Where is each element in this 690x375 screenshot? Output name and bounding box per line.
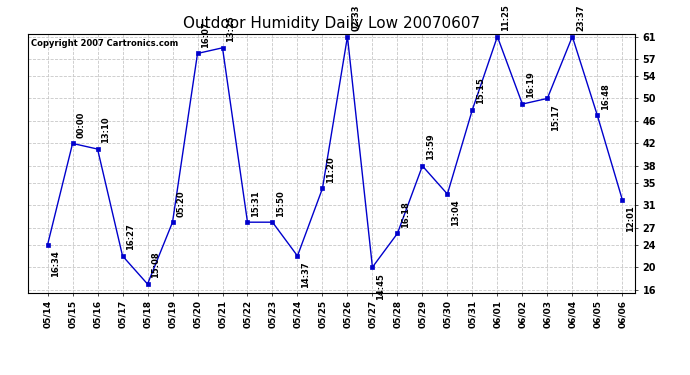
Text: 05:20: 05:20 bbox=[176, 190, 186, 217]
Text: 12:01: 12:01 bbox=[626, 206, 635, 232]
Text: 16:34: 16:34 bbox=[51, 251, 60, 277]
Text: 14:37: 14:37 bbox=[302, 262, 310, 288]
Text: 16:48: 16:48 bbox=[601, 83, 610, 110]
Text: 15:15: 15:15 bbox=[476, 77, 485, 104]
Text: 16:18: 16:18 bbox=[401, 201, 410, 228]
Text: 02:33: 02:33 bbox=[351, 4, 360, 31]
Text: Copyright 2007 Cartronics.com: Copyright 2007 Cartronics.com bbox=[30, 39, 178, 48]
Text: 13:10: 13:10 bbox=[101, 117, 110, 144]
Text: 14:45: 14:45 bbox=[376, 273, 385, 300]
Text: 13:59: 13:59 bbox=[426, 134, 435, 160]
Text: 11:25: 11:25 bbox=[501, 4, 510, 31]
Text: 15:08: 15:08 bbox=[151, 252, 160, 278]
Text: 23:37: 23:37 bbox=[576, 4, 585, 31]
Text: 16:27: 16:27 bbox=[126, 224, 135, 251]
Text: 16:07: 16:07 bbox=[201, 21, 210, 48]
Text: 15:31: 15:31 bbox=[251, 190, 260, 217]
Text: 13:04: 13:04 bbox=[451, 200, 460, 226]
Text: 15:50: 15:50 bbox=[276, 190, 285, 217]
Text: 00:00: 00:00 bbox=[77, 111, 86, 138]
Title: Outdoor Humidity Daily Low 20070607: Outdoor Humidity Daily Low 20070607 bbox=[183, 16, 480, 31]
Text: 15:17: 15:17 bbox=[551, 104, 560, 131]
Text: 16:19: 16:19 bbox=[526, 72, 535, 99]
Text: 11:20: 11:20 bbox=[326, 156, 335, 183]
Text: 13:25: 13:25 bbox=[226, 15, 235, 42]
